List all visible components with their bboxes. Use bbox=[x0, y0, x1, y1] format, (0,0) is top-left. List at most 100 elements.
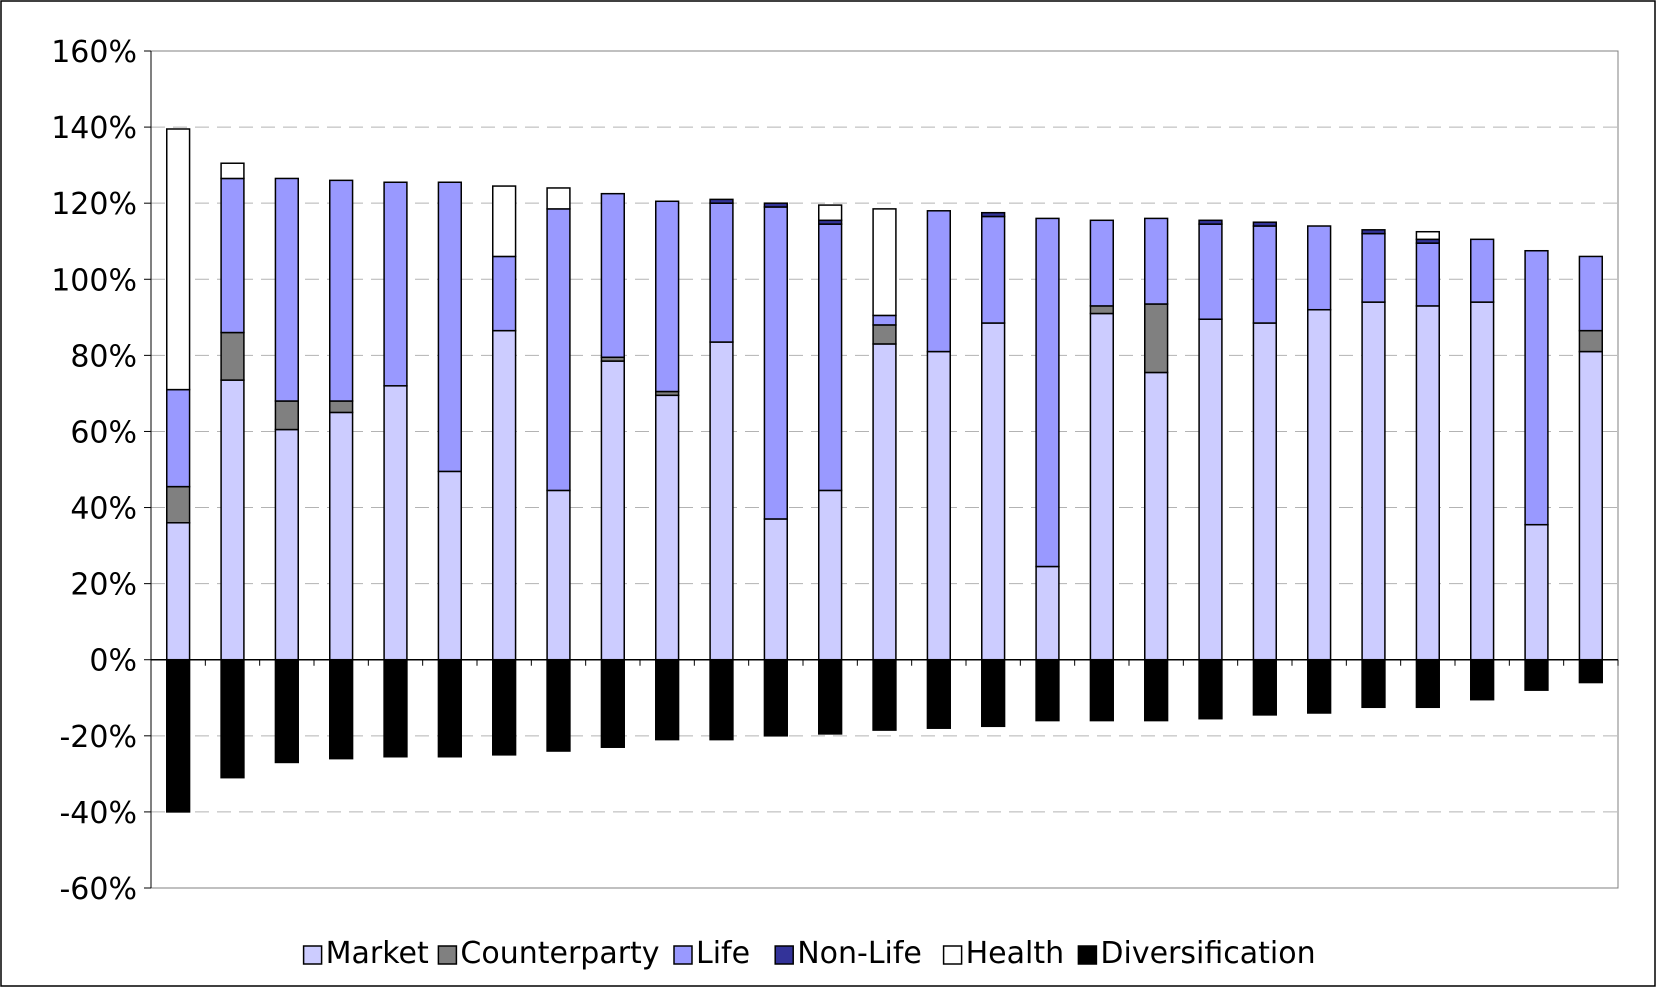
bar-segment-market bbox=[872, 343, 897, 661]
bar-segment-diversification bbox=[1470, 658, 1495, 701]
bar-segment-market bbox=[981, 322, 1006, 661]
bar-segment-life bbox=[655, 200, 680, 393]
bar-segment-diversification bbox=[1578, 658, 1603, 684]
y-tick-label: 120% bbox=[51, 187, 137, 222]
bar-segment-life bbox=[763, 206, 788, 520]
y-tick-label: -20% bbox=[59, 720, 137, 755]
bar-segment-life bbox=[383, 181, 408, 387]
legend-label-health: Health bbox=[966, 936, 1065, 971]
bar-segment-diversification bbox=[872, 658, 897, 731]
bar-segment-diversification bbox=[220, 658, 245, 779]
bar-segment-life bbox=[1578, 255, 1603, 332]
legend-label-diversification: Diversification bbox=[1100, 936, 1315, 971]
bar-segment-market bbox=[926, 350, 951, 661]
bar-segment-life bbox=[1361, 232, 1386, 303]
bar-segment-market bbox=[274, 428, 299, 661]
y-tick-label: 160% bbox=[51, 35, 137, 70]
bar-segment-diversification bbox=[1415, 658, 1440, 709]
bar-segment-life bbox=[600, 192, 625, 359]
bar-segment-life bbox=[1470, 238, 1495, 303]
bar-segment-life bbox=[1144, 217, 1169, 305]
bar-segment-market bbox=[600, 360, 625, 661]
bar-segment-diversification bbox=[655, 658, 680, 741]
bar-segment-life bbox=[492, 255, 517, 332]
bar-segment-diversification bbox=[492, 658, 517, 756]
bar-segment-life bbox=[872, 314, 897, 326]
bar-segment-market bbox=[383, 385, 408, 661]
y-tick-label: 60% bbox=[70, 415, 137, 450]
legend-swatch-health bbox=[942, 945, 963, 965]
y-tick-label: 80% bbox=[70, 339, 137, 374]
bar-segment-diversification bbox=[329, 658, 354, 760]
bar-segment-life bbox=[1415, 242, 1440, 307]
bar-segment-counterparty bbox=[1089, 305, 1114, 315]
bar-segment-life bbox=[1035, 217, 1060, 568]
bar-segment-diversification bbox=[1252, 658, 1277, 716]
bar-segment-market bbox=[437, 470, 462, 661]
bar-segment-market bbox=[1198, 318, 1223, 661]
bar-segment-counterparty bbox=[220, 331, 245, 381]
bar-segment-health bbox=[166, 128, 191, 391]
bar-segment-diversification bbox=[166, 658, 191, 813]
bar-segment-market bbox=[546, 489, 571, 661]
bar-segment-life bbox=[1307, 225, 1332, 311]
y-tick-label: -40% bbox=[59, 796, 137, 831]
bar-segment-diversification bbox=[1035, 658, 1060, 722]
y-axis: -60% -40% -20% 0% 20% 40% 60% 80% 100% 120% 140% 16… bbox=[51, 35, 1619, 907]
bar-segment-market bbox=[1307, 308, 1332, 661]
bar-segment-counterparty bbox=[872, 324, 897, 345]
bar-segment-life bbox=[926, 210, 951, 353]
bar-segment-diversification bbox=[1361, 658, 1386, 709]
bar-segment-market bbox=[1361, 301, 1386, 661]
bar-segment-health bbox=[872, 208, 897, 317]
bar-segment-market bbox=[709, 341, 734, 661]
bar-segment-market bbox=[492, 329, 517, 661]
bar-segment-health bbox=[818, 204, 843, 222]
bar-segment-market bbox=[1035, 565, 1060, 661]
bar-segment-market bbox=[1252, 322, 1277, 661]
bar-segment-counterparty bbox=[274, 400, 299, 431]
legend-label-counterparty: Counterparty bbox=[460, 936, 659, 971]
bar-segment-life bbox=[1524, 249, 1549, 526]
bar-segment-market bbox=[220, 379, 245, 661]
bar-segment-non-life bbox=[763, 202, 788, 208]
bar-segment-life bbox=[220, 177, 245, 334]
bar-segment-health bbox=[492, 185, 517, 258]
bar-segment-market bbox=[818, 489, 843, 661]
bar-segment-diversification bbox=[926, 658, 951, 729]
bar-segment-non-life bbox=[1198, 219, 1223, 225]
bar-segment-life bbox=[1252, 225, 1277, 324]
bar-segment-market bbox=[166, 522, 191, 661]
bar-segment-life bbox=[437, 181, 462, 473]
bar-segment-diversification bbox=[763, 658, 788, 737]
bar-segment-market bbox=[1089, 312, 1114, 661]
bar-segment-diversification bbox=[709, 658, 734, 741]
bar-segment-market bbox=[763, 518, 788, 661]
bar-segment-counterparty bbox=[1578, 329, 1603, 353]
legend-label-market: Market bbox=[326, 936, 429, 971]
bar-segment-non-life bbox=[709, 198, 734, 204]
bar-segment-non-life bbox=[1252, 221, 1277, 227]
legend-label-non-life: Non-Life bbox=[797, 936, 922, 971]
bar-segment-market bbox=[1144, 371, 1169, 661]
bar-segment-market bbox=[1578, 350, 1603, 661]
bar-segment-life bbox=[1198, 223, 1223, 320]
bar-segment-life bbox=[546, 208, 571, 492]
bar-segment-counterparty bbox=[166, 485, 191, 524]
legend-swatch-counterparty bbox=[437, 945, 458, 965]
bar-segment-market bbox=[1415, 305, 1440, 661]
bar-segment-life bbox=[1089, 219, 1114, 307]
bar-segment-diversification bbox=[546, 658, 571, 752]
bar-segment-diversification bbox=[1198, 658, 1223, 720]
bar-segment-health bbox=[546, 187, 571, 210]
bar-segment-health bbox=[1415, 230, 1440, 241]
bar-segment-diversification bbox=[1524, 658, 1549, 691]
bar-segment-diversification bbox=[1089, 658, 1114, 722]
legend-swatch-diversification bbox=[1077, 945, 1098, 965]
bar-segment-life bbox=[166, 388, 191, 488]
y-tick-label: 100% bbox=[51, 263, 137, 298]
bar-segment-diversification bbox=[818, 658, 843, 735]
bar-segment-health bbox=[220, 162, 245, 180]
y-tick-label: -60% bbox=[59, 872, 137, 907]
